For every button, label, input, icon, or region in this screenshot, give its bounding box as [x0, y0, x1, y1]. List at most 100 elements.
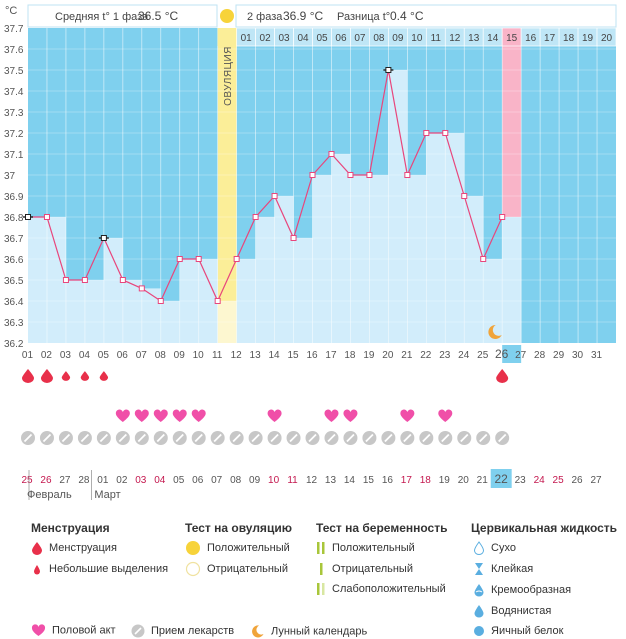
legend-cervical-watery: Водянистая — [473, 604, 551, 618]
temperature-point[interactable] — [119, 277, 126, 283]
cycle-day-number: 20 — [601, 33, 613, 44]
pill-icon-stroke — [498, 433, 507, 443]
temperature-point[interactable] — [138, 285, 145, 292]
legend-cervical-creamy-label: Кремообразная — [491, 583, 572, 596]
event-icons — [21, 369, 510, 445]
bbt-chart: °C Средняя t° 1 фаза 36.5 °C 2 фаза 36.9… — [4, 4, 617, 501]
pill-icon-stroke — [99, 433, 109, 443]
y-tick-label: 36.2 — [4, 339, 24, 350]
x-tick-label: 17 — [325, 350, 337, 361]
y-tick-label: 36.7 — [4, 234, 24, 245]
cycle-day-number: 12 — [449, 33, 461, 44]
pill-icon-stroke — [175, 433, 184, 443]
legend-pregnancy-negative-label: Отрицательный — [332, 562, 413, 575]
calendar-date: 02 — [116, 475, 128, 486]
calendar-date: 03 — [135, 475, 147, 486]
pill-icon-stroke — [251, 433, 260, 443]
pill-icon-stroke — [479, 433, 488, 443]
temperature-point[interactable] — [309, 172, 316, 178]
cycle-day-number: 03 — [279, 33, 291, 44]
heart-icon — [153, 409, 168, 422]
temperature-bar — [331, 154, 351, 343]
calendar-date: 18 — [420, 475, 432, 486]
temperature-point[interactable] — [62, 277, 69, 283]
temperature-point[interactable] — [366, 172, 373, 178]
legend-cervical-sticky: Клейкая — [473, 562, 533, 576]
temperature-difference-label: Разница t° — [337, 11, 390, 23]
temperature-point[interactable] — [195, 256, 202, 262]
calendar-date: 24 — [534, 475, 546, 486]
legend-intercourse: Половой акт — [31, 624, 116, 637]
heart-icon — [31, 624, 46, 636]
highlighted-day-column — [502, 46, 522, 217]
month-label: Февраль — [27, 489, 72, 501]
temperature-bar — [464, 196, 484, 343]
calendar-date: 11 — [287, 475, 298, 486]
temperature-point[interactable] — [100, 235, 107, 241]
legend-ovulation-test-title: Тест на овуляцию — [185, 521, 292, 535]
temperature-bar — [65, 280, 85, 343]
cycle-day-number: 18 — [563, 33, 575, 44]
temperature-point[interactable] — [328, 151, 335, 157]
temperature-point[interactable] — [214, 298, 221, 304]
temperature-point[interactable] — [252, 214, 259, 220]
blood-drop-icon — [496, 369, 509, 383]
cycle-day-cell — [596, 27, 617, 47]
calendar-date: 08 — [230, 475, 242, 486]
calendar-date: 27 — [59, 475, 71, 486]
pill-icon-stroke — [61, 433, 71, 443]
temperature-point[interactable] — [176, 256, 183, 262]
pill-icon-stroke — [460, 433, 469, 443]
pregnancy-weak-icon — [317, 583, 325, 595]
temperature-point[interactable] — [480, 256, 487, 262]
calendar-date: 22 — [495, 472, 509, 486]
temperature-point[interactable] — [271, 193, 278, 199]
plot-area: ОВУЛЯЦИЯ 01 02 03 04 05 06 07 08 09 10 11 12 13 14 15 16… — [23, 27, 617, 343]
temperature-point[interactable] — [347, 172, 354, 178]
temperature-point[interactable] — [461, 193, 468, 199]
calendar-date: 21 — [477, 475, 489, 486]
calendar-date: 13 — [325, 475, 337, 486]
temperature-point[interactable] — [157, 298, 164, 304]
temperature-point[interactable] — [233, 256, 240, 262]
temperature-point[interactable] — [442, 130, 449, 136]
temperature-point[interactable] — [499, 214, 506, 220]
calendar-date: 25 — [553, 475, 565, 486]
temperature-point[interactable] — [25, 214, 31, 220]
blood-drop-icon — [80, 371, 90, 381]
cycle-day-number: 01 — [241, 33, 253, 44]
calendar-date: 25 — [21, 475, 33, 486]
legend-medication: Прием лекарств — [131, 624, 234, 638]
y-tick-label: 36.8 — [4, 213, 24, 224]
x-tick-label: 30 — [572, 350, 584, 361]
legend-menstruation-heavy: Менструация — [31, 541, 117, 555]
ovulation-header-cell — [217, 28, 237, 46]
x-tick-label: 22 — [420, 350, 432, 361]
pill-icon-stroke — [23, 433, 33, 443]
calendar-date: 09 — [249, 475, 261, 486]
temperature-point[interactable] — [385, 67, 392, 73]
temperature-point[interactable] — [290, 235, 297, 241]
x-tick-label: 20 — [382, 350, 394, 361]
temperature-point[interactable] — [81, 277, 88, 283]
calendar-date: 04 — [154, 475, 166, 486]
pill-icon-stroke — [80, 433, 90, 443]
x-tick-label: 16 — [306, 350, 318, 361]
today-date-marker — [490, 469, 512, 488]
header-phase1-box — [27, 4, 218, 28]
calendar-date: 05 — [173, 475, 185, 486]
temperature-point[interactable] — [43, 214, 50, 220]
blood-drop-icon — [22, 369, 34, 383]
temperature-point[interactable] — [423, 130, 430, 136]
ovulation-positive-icon — [186, 541, 200, 555]
temperature-bar — [274, 196, 294, 343]
x-tick-label: 26 — [495, 347, 509, 361]
sun-icon — [220, 9, 234, 23]
pill-icon-stroke — [156, 433, 165, 443]
legend-pregnancy-negative: Отрицательный — [316, 562, 413, 576]
y-tick-label: 37.7 — [4, 24, 24, 35]
temperature-point[interactable] — [404, 172, 411, 178]
legend-medication-label: Прием лекарств — [151, 624, 235, 637]
x-tick-label: 29 — [553, 350, 565, 361]
temperature-bar — [141, 288, 161, 343]
